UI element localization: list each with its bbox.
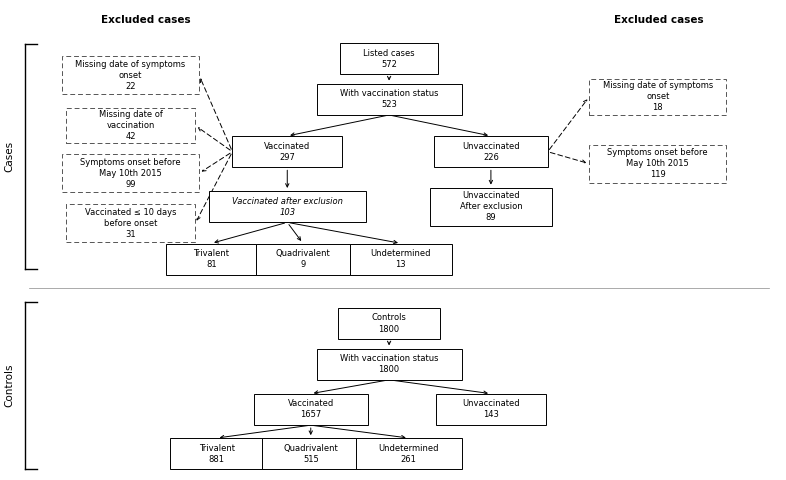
Text: Unvaccinated
143: Unvaccinated 143 <box>462 399 520 420</box>
FancyBboxPatch shape <box>256 243 350 275</box>
FancyBboxPatch shape <box>62 56 199 95</box>
FancyBboxPatch shape <box>338 308 440 339</box>
Text: Unvaccinated
226: Unvaccinated 226 <box>462 142 520 162</box>
FancyBboxPatch shape <box>66 108 195 144</box>
Text: Trivalent
881: Trivalent 881 <box>199 444 235 464</box>
Text: Trivalent
81: Trivalent 81 <box>193 249 230 269</box>
FancyBboxPatch shape <box>62 154 199 192</box>
Text: Quadrivalent
515: Quadrivalent 515 <box>284 444 338 464</box>
FancyBboxPatch shape <box>434 136 548 167</box>
Text: Vaccinated
1657: Vaccinated 1657 <box>288 399 334 420</box>
FancyBboxPatch shape <box>430 188 552 226</box>
Text: Missing date of symptoms
onset
18: Missing date of symptoms onset 18 <box>603 81 713 112</box>
Text: With vaccination status
1800: With vaccination status 1800 <box>340 354 439 374</box>
Text: Quadrivalent
9: Quadrivalent 9 <box>276 249 330 269</box>
Text: Undetermined
261: Undetermined 261 <box>378 444 439 464</box>
Text: Cases: Cases <box>4 141 14 172</box>
FancyBboxPatch shape <box>317 84 461 115</box>
Text: Undetermined
13: Undetermined 13 <box>370 249 431 269</box>
Text: Vaccinated
297: Vaccinated 297 <box>264 142 310 162</box>
Text: Symptoms onset before
May 10th 2015
119: Symptoms onset before May 10th 2015 119 <box>608 148 708 179</box>
FancyBboxPatch shape <box>590 144 726 183</box>
FancyBboxPatch shape <box>254 394 368 425</box>
FancyBboxPatch shape <box>66 204 195 242</box>
Text: Unvaccinated
After exclusion
89: Unvaccinated After exclusion 89 <box>460 191 522 222</box>
FancyBboxPatch shape <box>167 243 256 275</box>
FancyBboxPatch shape <box>233 136 342 167</box>
Text: Missing date of symptoms
onset
22: Missing date of symptoms onset 22 <box>75 60 185 91</box>
FancyBboxPatch shape <box>356 438 461 469</box>
FancyBboxPatch shape <box>340 43 438 74</box>
Text: Excluded cases: Excluded cases <box>101 15 191 25</box>
Text: Missing date of
vaccination
42: Missing date of vaccination 42 <box>99 110 163 141</box>
Text: Symptoms onset before
May 10th 2015
99: Symptoms onset before May 10th 2015 99 <box>80 157 181 189</box>
FancyBboxPatch shape <box>350 243 452 275</box>
Text: Controls: Controls <box>4 364 14 408</box>
FancyBboxPatch shape <box>209 191 365 222</box>
Text: Vaccinated ≤ 10 days
before onset
31: Vaccinated ≤ 10 days before onset 31 <box>85 208 176 239</box>
Text: Controls
1800: Controls 1800 <box>372 313 406 334</box>
FancyBboxPatch shape <box>436 394 545 425</box>
Text: With vaccination status
523: With vaccination status 523 <box>340 89 439 109</box>
FancyBboxPatch shape <box>590 79 726 115</box>
FancyBboxPatch shape <box>317 348 461 380</box>
FancyBboxPatch shape <box>170 438 264 469</box>
Text: Excluded cases: Excluded cases <box>615 15 704 25</box>
Text: Listed cases
572: Listed cases 572 <box>363 48 415 69</box>
Text: Vaccinated after exclusion
103: Vaccinated after exclusion 103 <box>232 196 343 216</box>
FancyBboxPatch shape <box>262 438 360 469</box>
